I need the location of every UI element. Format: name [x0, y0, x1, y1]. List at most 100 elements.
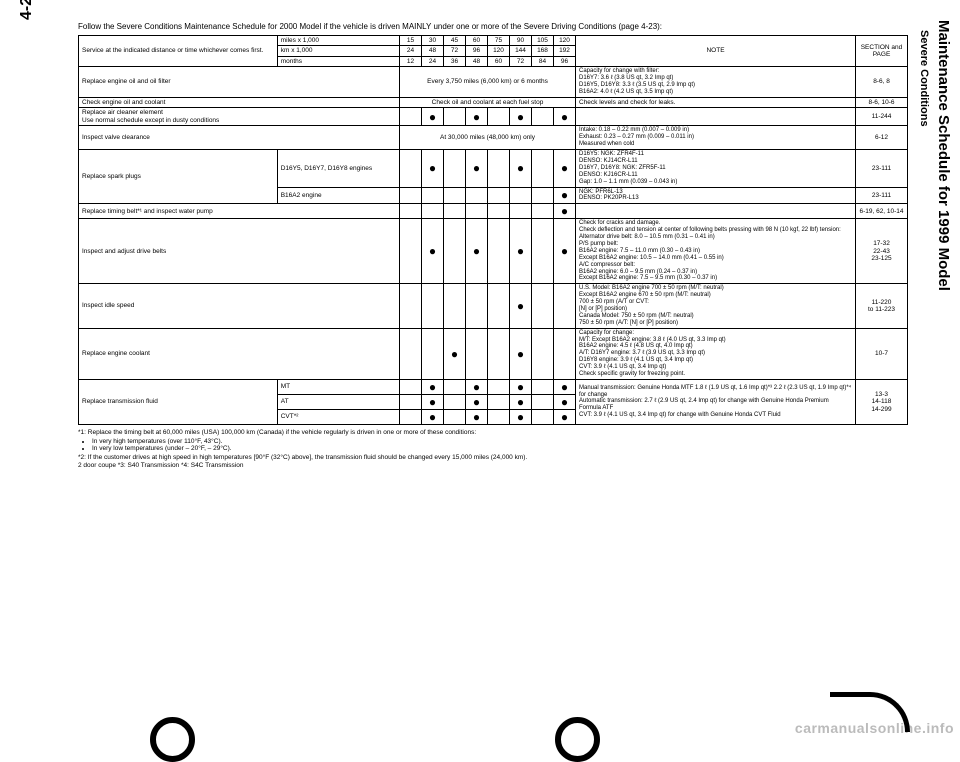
- hdr-val: 120: [488, 46, 510, 56]
- dot-cell: [488, 409, 510, 424]
- dot-cell: ●: [510, 108, 532, 126]
- dot-cell: [532, 379, 554, 394]
- dot-cell: [444, 187, 466, 204]
- hdr-val: 144: [510, 46, 532, 56]
- hdr-val: 72: [444, 46, 466, 56]
- table-row: Replace transmission fluid MT ● ● ● ● Ma…: [79, 379, 908, 394]
- dot-cell: ●: [510, 394, 532, 409]
- item-label: Replace spark plugs: [79, 150, 278, 204]
- table-row: Replace engine oil and oil filter Every …: [79, 67, 908, 98]
- dot-cell: ●: [554, 394, 576, 409]
- item-label: Replace engine coolant: [79, 328, 400, 379]
- header-row-1: Service at the indicated distance or tim…: [79, 36, 908, 46]
- dot-cell: [488, 219, 510, 284]
- note-cell: Capacity for change with filter: D16Y7: …: [576, 67, 856, 98]
- sub-label: AT: [277, 394, 399, 409]
- note-cell: Capacity for change: M/T: Except B16A2 e…: [576, 328, 856, 379]
- hdr-val: 96: [554, 56, 576, 66]
- dot-cell: [422, 187, 444, 204]
- dot-cell: [532, 150, 554, 187]
- dot-cell: [488, 328, 510, 379]
- sub-label: B16A2 engine: [277, 187, 399, 204]
- dot-cell: ●: [466, 409, 488, 424]
- hdr-val: 96: [466, 46, 488, 56]
- footnote-2: *2: If the customer drives at high speed…: [78, 454, 908, 462]
- hdr-val: 48: [422, 46, 444, 56]
- hdr-val: 45: [444, 36, 466, 46]
- dot-cell: ●: [422, 108, 444, 126]
- dot-cell: [400, 328, 422, 379]
- dot-cell: [532, 219, 554, 284]
- dot-cell: ●: [554, 187, 576, 204]
- page-subtitle-vertical: Severe Conditions: [918, 30, 930, 230]
- dot-cell: [444, 108, 466, 126]
- footnotes: *1: Replace the timing belt at 60,000 mi…: [78, 429, 908, 470]
- hdr-val: 75: [488, 36, 510, 46]
- page-cell: 6-12: [856, 126, 908, 150]
- dot-cell: [400, 108, 422, 126]
- dot-cell: [400, 379, 422, 394]
- table-row: Inspect idle speed ● U.S. Model: B16A2 e…: [79, 284, 908, 328]
- dot-cell: [532, 409, 554, 424]
- sub-label: CVT*²: [277, 409, 399, 424]
- dot-cell: ●: [444, 328, 466, 379]
- hdr-val: 60: [488, 56, 510, 66]
- hdr-val: 120: [554, 36, 576, 46]
- dot-cell: [532, 204, 554, 219]
- span-cell: Every 3,750 miles (6,000 km) or 6 months: [400, 67, 576, 98]
- dot-cell: [444, 394, 466, 409]
- dot-cell: [444, 150, 466, 187]
- hdr-val: 15: [400, 36, 422, 46]
- hdr-val: 60: [466, 36, 488, 46]
- dot-cell: ●: [466, 150, 488, 187]
- arc-icon: [830, 692, 910, 732]
- ring-icon: [150, 717, 195, 762]
- footnote-bullet: In very low temperatures (under – 20°F, …: [92, 445, 908, 453]
- hdr-val: 12: [400, 56, 422, 66]
- page-cell: 23-111: [856, 150, 908, 187]
- dot-cell: [488, 204, 510, 219]
- dot-cell: [488, 108, 510, 126]
- hdr-val: 48: [466, 56, 488, 66]
- dot-cell: [400, 150, 422, 187]
- table-row: Replace timing belt*¹ and inspect water …: [79, 204, 908, 219]
- dot-cell: [444, 204, 466, 219]
- hdr-val: 30: [422, 36, 444, 46]
- dot-cell: ●: [554, 204, 576, 219]
- hdr-val: 105: [532, 36, 554, 46]
- dot-cell: [510, 204, 532, 219]
- dot-cell: [466, 328, 488, 379]
- dot-cell: ●: [466, 219, 488, 284]
- page-cell: 17-32 22-43 23-125: [856, 219, 908, 284]
- page-cell: 8-6, 8: [856, 67, 908, 98]
- dot-cell: ●: [510, 328, 532, 379]
- hdr-val: 72: [510, 56, 532, 66]
- hdr-val: 192: [554, 46, 576, 56]
- sub-label: D16Y5, D16Y7, D16Y8 engines: [277, 150, 399, 187]
- dot-cell: [488, 394, 510, 409]
- dot-cell: ●: [422, 150, 444, 187]
- page-cell: 13-3 14-118 14-299: [856, 379, 908, 424]
- binder-rings: [0, 687, 960, 742]
- note-cell: Check for cracks and damage. Check defle…: [576, 219, 856, 284]
- page-cell: 8-6, 10-6: [856, 97, 908, 107]
- table-row: Replace spark plugs D16Y5, D16Y7, D16Y8 …: [79, 150, 908, 187]
- dot-cell: ●: [554, 150, 576, 187]
- hdr-val: 24: [422, 56, 444, 66]
- dot-cell: [488, 379, 510, 394]
- dot-cell: [400, 219, 422, 284]
- dot-cell: [488, 187, 510, 204]
- hdr-val: 36: [444, 56, 466, 66]
- note-cell: [576, 108, 856, 126]
- dot-cell: [400, 284, 422, 328]
- dot-cell: [444, 409, 466, 424]
- ring-icon: [555, 717, 600, 762]
- dot-cell: [510, 187, 532, 204]
- hdr-val: 84: [532, 56, 554, 66]
- page-cell: 23-111: [856, 187, 908, 204]
- dot-cell: [422, 284, 444, 328]
- dot-cell: ●: [466, 394, 488, 409]
- dot-cell: ●: [554, 409, 576, 424]
- page-number: 4-22: [18, 0, 36, 20]
- dot-cell: [532, 284, 554, 328]
